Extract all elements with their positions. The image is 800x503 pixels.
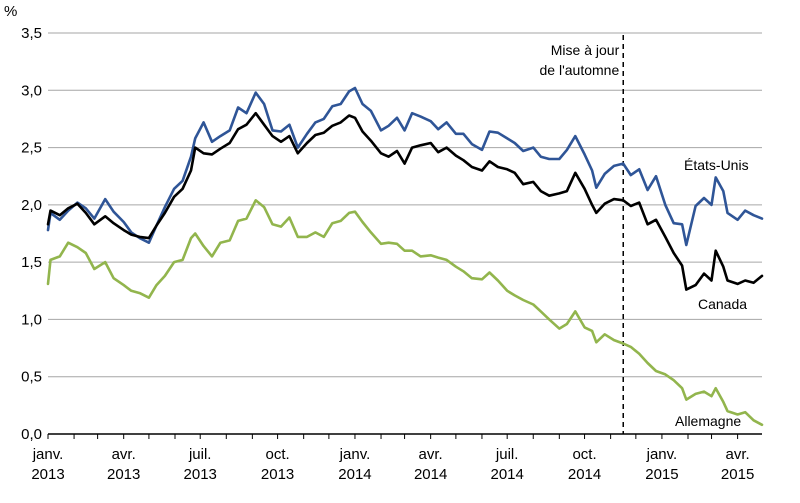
x-tick-label-month: janv. [339, 446, 371, 463]
y-tick-label: 3,0 [21, 82, 42, 99]
annotation: Mise à jour de l'automne [540, 35, 624, 434]
x-tick-label-year: 2013 [107, 466, 140, 483]
x-tick-label-month: avr. [419, 446, 443, 463]
x-tick-label-month: avr. [112, 446, 136, 463]
x-tick-label-year: 2014 [338, 466, 371, 483]
x-tick-label-year: 2013 [184, 466, 217, 483]
x-tick-label-month: janv. [32, 446, 64, 463]
series-line-canada [46, 111, 764, 291]
x-tick-label-month: janv. [646, 446, 678, 463]
annotation-label-line2: de l'automne [540, 62, 620, 78]
x-tick-label-month: juil. [188, 446, 212, 463]
y-axis-unit-label: % [4, 3, 17, 20]
series-label-allemagne: Allemagne [675, 413, 741, 429]
series-lines [46, 86, 764, 427]
series-label-etats-unis: États-Unis [684, 157, 749, 173]
x-tick-label-year: 2013 [31, 466, 64, 483]
x-tick-label-year: 2015 [645, 466, 678, 483]
y-tick-label: 0,0 [21, 426, 42, 443]
series-labels: États-Unis Canada Allemagne [675, 157, 749, 429]
x-tick-label-month: juil. [495, 446, 519, 463]
y-tick-label: 2,5 [21, 140, 42, 157]
x-tick-label-month: oct. [572, 446, 596, 463]
axes: % 0,0 0,5 1,0 1,5 2,0 2,5 3,0 3,5 janv. 2013 avr. 2… [4, 3, 762, 483]
y-tick-label: 1,5 [21, 254, 42, 271]
x-tick-label-year: 2015 [721, 466, 754, 483]
y-tick-label: 3,5 [21, 25, 42, 42]
x-tick-label-month: oct. [265, 446, 289, 463]
annotation-label-line1: Mise à jour [551, 42, 620, 58]
y-tick-label: 1,0 [21, 311, 42, 328]
grid-lines [48, 32, 762, 378]
y-tick-label: 2,0 [21, 197, 42, 214]
series-line-etats-unis [46, 86, 764, 247]
series-label-canada: Canada [698, 296, 747, 312]
x-tick-label-year: 2013 [261, 466, 294, 483]
y-tick-label: 0,5 [21, 369, 42, 386]
x-tick-label-year: 2014 [414, 466, 447, 483]
series-line-allemagne [46, 199, 764, 427]
x-tick-label-year: 2014 [490, 466, 523, 483]
x-tick-label-month: avr. [726, 446, 750, 463]
x-tick-label-year: 2014 [568, 466, 601, 483]
